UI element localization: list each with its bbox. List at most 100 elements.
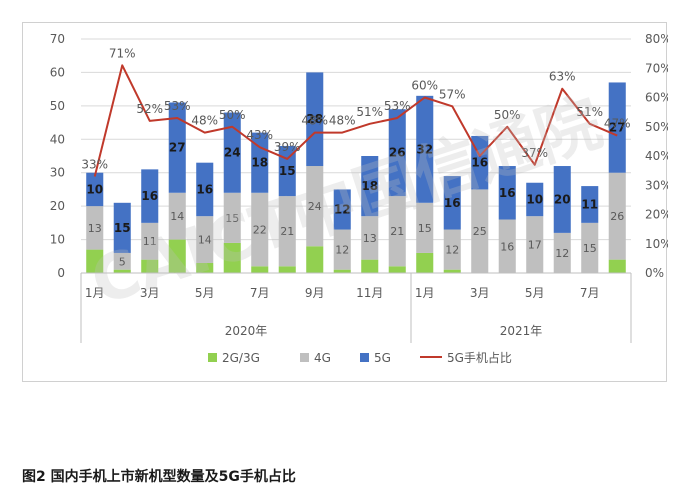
line-value-label: 57% xyxy=(439,87,466,101)
y-left-tick-label: 20 xyxy=(50,199,65,213)
bar-value-label: 16 xyxy=(500,240,514,253)
bar-value-label: 16 xyxy=(196,182,213,196)
bar-segment-2g-3g xyxy=(443,269,461,273)
bar-segment-5g xyxy=(306,72,324,167)
year-group-label: 2020年 xyxy=(225,324,268,338)
x-tick-label: 9月 xyxy=(305,286,325,300)
bar-value-label: 18 xyxy=(361,179,378,193)
bar-segment-4g xyxy=(86,206,104,250)
bar-value-label: 13 xyxy=(363,232,377,245)
line-value-label: 50% xyxy=(494,108,521,122)
line-value-label: 60% xyxy=(411,79,438,93)
x-tick-label: 3月 xyxy=(470,286,490,300)
x-tick-label: 5月 xyxy=(525,286,545,300)
bar-value-label: 15 xyxy=(225,212,239,225)
bar-segment-5g xyxy=(498,166,516,220)
legend-swatch xyxy=(360,353,369,362)
x-tick-label: 11月 xyxy=(356,286,383,300)
bar-value-label: 16 xyxy=(499,186,516,200)
bar-value-label: 20 xyxy=(554,192,571,206)
y-right-tick-label: 20% xyxy=(645,208,668,222)
y-left-tick-label: 70 xyxy=(50,32,65,46)
bar-value-label: 28 xyxy=(306,112,323,126)
x-tick-label: 7月 xyxy=(580,286,600,300)
bar-segment-4g xyxy=(306,166,324,247)
chart-svg: 0 10 20 30 40 50 60 70 0% 10% 20% 30% 40% 50% 60% 70% 80… xyxy=(50,32,668,365)
bar-segment-5g xyxy=(553,166,571,233)
bar-segment-4g xyxy=(416,202,434,253)
bar-segment-4g xyxy=(223,192,241,243)
y-left-tick-label: 30 xyxy=(50,166,65,180)
bar-segment-4g xyxy=(196,216,214,263)
bar-value-label: 16 xyxy=(141,189,158,203)
line-value-label: 39% xyxy=(274,140,301,154)
legend-label: 2G/3G xyxy=(222,351,260,365)
bar-value-label: 14 xyxy=(198,234,212,247)
bar-segment-4g xyxy=(443,229,461,270)
bar-value-label: 15 xyxy=(114,221,131,235)
bar-value-label: 26 xyxy=(610,210,624,223)
line-value-label: 51% xyxy=(576,105,603,119)
bar-segment-5g xyxy=(86,172,104,207)
bar-segment-4g xyxy=(141,222,159,260)
bar-segment-4g xyxy=(113,252,131,270)
bar-segment-2g-3g xyxy=(608,259,626,273)
y-right-tick-label: 60% xyxy=(645,91,668,105)
y-left-tick-label: 10 xyxy=(50,233,65,247)
bar-value-label: 12 xyxy=(445,244,459,257)
legend-label: 5G手机占比 xyxy=(447,350,512,365)
y-right-tick-label: 70% xyxy=(645,61,668,75)
bar-segment-4g xyxy=(526,216,544,273)
bar-segment-4g xyxy=(361,216,379,260)
bar-value-label: 10 xyxy=(526,192,543,206)
bar-segment-4g xyxy=(553,232,571,273)
bar-segment-5g xyxy=(168,102,186,193)
bar-value-label: 15 xyxy=(583,242,597,255)
line-value-label: 48% xyxy=(191,114,218,128)
y-left-tick-label: 60 xyxy=(50,65,65,79)
bar-segment-5g xyxy=(113,202,131,253)
bar-segment-2g-3g xyxy=(388,266,406,273)
bar-segment-4g xyxy=(388,196,406,267)
bar-segment-4g xyxy=(581,222,599,273)
bar-segment-5g xyxy=(416,95,434,203)
bar-segment-5g xyxy=(223,112,241,193)
bar-value-label: 15 xyxy=(279,164,296,178)
bar-value-label: 32 xyxy=(416,142,433,156)
y-left-tick-label: 0 xyxy=(57,266,65,280)
bar-segment-2g-3g xyxy=(168,239,186,273)
bar-value-label: 16 xyxy=(444,196,461,210)
bar-value-label: 21 xyxy=(390,225,404,238)
bar-segment-5g xyxy=(608,82,626,173)
y-right-tick-label: 80% xyxy=(645,32,668,46)
bar-value-label: 12 xyxy=(335,244,349,257)
y-right-tick-label: 10% xyxy=(645,237,668,251)
line-value-label: 33% xyxy=(81,157,108,171)
line-value-label: 37% xyxy=(521,146,548,160)
bar-segment-4g xyxy=(251,192,269,267)
bar-segment-5g xyxy=(388,109,406,197)
bar-segment-4g xyxy=(168,192,186,240)
x-tick-label: 7月 xyxy=(250,286,270,300)
figure-caption: 图2 国内手机上市新机型数量及5G手机占比 xyxy=(22,469,296,485)
bar-value-label: 15 xyxy=(418,222,432,235)
bar-value-label: 27 xyxy=(169,141,186,155)
bar-segment-2g-3g xyxy=(113,269,131,273)
line-value-label: 43% xyxy=(246,128,273,142)
bar-segment-5g xyxy=(333,189,351,230)
bar-segment-4g xyxy=(608,172,626,260)
line-value-label: 53% xyxy=(384,99,411,113)
x-tick-label: 1月 xyxy=(415,286,435,300)
bar-value-label: 24 xyxy=(308,200,322,213)
bar-value-label: 24 xyxy=(224,146,241,160)
line-value-label: 50% xyxy=(219,108,246,122)
legend-swatch xyxy=(300,353,309,362)
chart-frame: 0 10 20 30 40 50 60 70 0% 10% 20% 30% 40% 50% 60% 70% 80… xyxy=(22,22,668,382)
line-value-label: 51% xyxy=(356,105,383,119)
line-5g-share xyxy=(93,64,618,177)
line-value-label: 53% xyxy=(164,99,191,113)
year-group-label: 2021年 xyxy=(500,324,543,338)
y-left-tick-label: 50 xyxy=(50,99,65,113)
bar-value-label: 11 xyxy=(143,235,157,248)
bar-segment-2g-3g xyxy=(223,242,241,273)
